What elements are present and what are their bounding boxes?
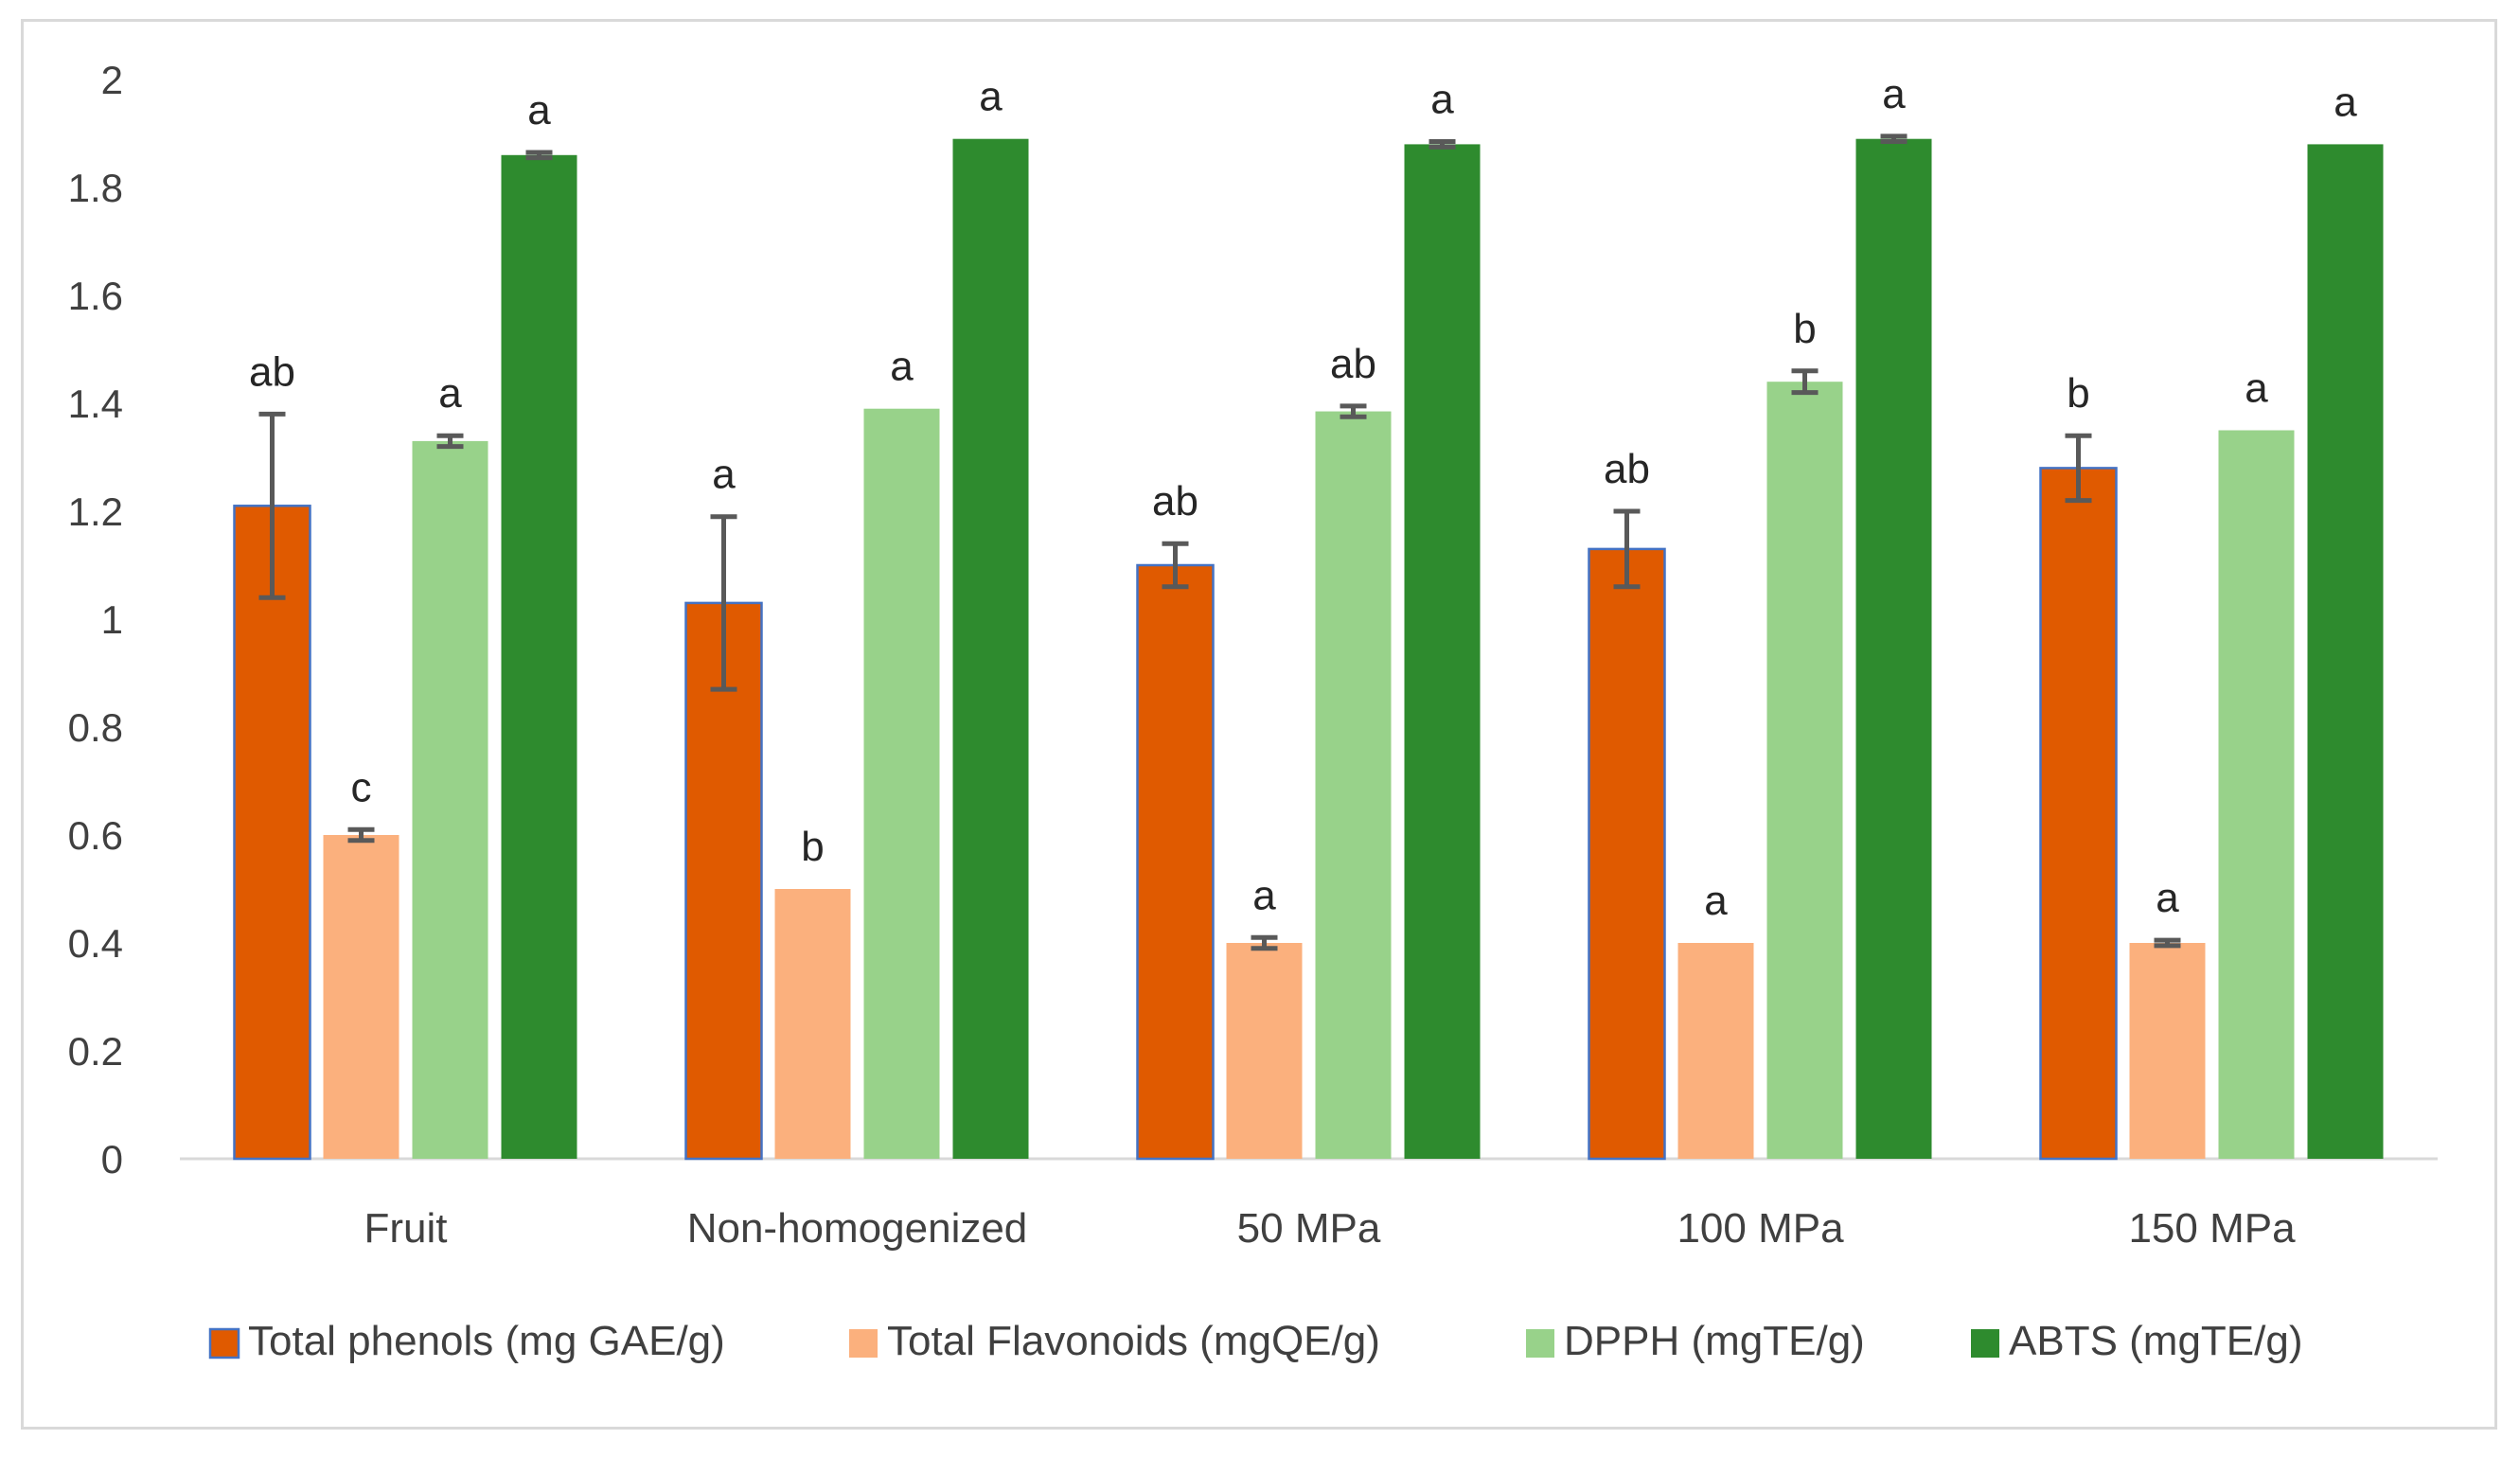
significance-label: a	[2156, 875, 2179, 921]
legend-swatch	[208, 1327, 240, 1359]
legend-swatch	[849, 1329, 878, 1358]
significance-label: a	[438, 370, 462, 417]
bar	[1404, 144, 1481, 1159]
bar	[2218, 430, 2295, 1159]
bar	[1315, 411, 1392, 1159]
significance-label: a	[890, 344, 914, 390]
significance-label: ab	[249, 348, 295, 395]
legend: Total phenols (mg GAE/g) Total Flavonoids…	[208, 1318, 2303, 1364]
bar	[1677, 943, 1754, 1159]
bar	[412, 440, 488, 1159]
y-tick-label: 0.2	[68, 1029, 123, 1074]
error-bars	[258, 133, 2181, 951]
y-axis: 0 0.2 0.4 0.6 0.8 1 1.2 1.4 1.6 1.8 2	[68, 58, 123, 1182]
bar	[684, 601, 763, 1161]
x-tick-label: Non-homogenized	[687, 1205, 1028, 1252]
significance-label: b	[2067, 370, 2089, 417]
legend-label: Total phenols (mg GAE/g)	[248, 1318, 725, 1364]
bar	[1855, 138, 1932, 1160]
y-tick-label: 0.8	[68, 705, 123, 750]
bar	[501, 154, 577, 1159]
y-tick-label: 0.4	[68, 921, 123, 966]
legend-label: ABTS (mgTE/g)	[2009, 1318, 2303, 1364]
bar	[863, 408, 940, 1159]
significance-label: ab	[1604, 446, 1650, 492]
y-tick-label: 1.6	[68, 274, 123, 318]
y-tick-label: 1.2	[68, 489, 123, 534]
significance-label: ab	[1152, 478, 1198, 524]
bar	[323, 835, 399, 1159]
bars	[233, 138, 2384, 1161]
x-tick-label: 50 MPa	[1237, 1205, 1381, 1252]
significance-label: a	[1252, 872, 1276, 918]
bar	[1588, 547, 1666, 1161]
legend-swatch	[1526, 1329, 1554, 1358]
y-tick-label: 0.6	[68, 813, 123, 858]
x-tick-label: Fruit	[364, 1205, 448, 1252]
bar	[2129, 943, 2206, 1159]
legend-swatch	[1971, 1329, 1999, 1358]
significance-label: a	[2334, 79, 2357, 125]
bar	[952, 138, 1029, 1160]
significance-label: a	[979, 74, 1003, 120]
significance-label: c	[351, 764, 372, 810]
bar	[1766, 382, 1843, 1159]
bar	[2039, 467, 2118, 1161]
y-tick-label: 2	[101, 58, 123, 102]
bar	[1226, 943, 1303, 1159]
legend-label: Total Flavonoids (mgQE/g)	[887, 1318, 1380, 1364]
bar	[1136, 563, 1215, 1161]
y-tick-label: 1.4	[68, 382, 123, 426]
y-tick-label: 1.8	[68, 166, 123, 210]
significance-label: ab	[1330, 341, 1376, 387]
legend-label: DPPH (mgTE/g)	[1564, 1318, 1865, 1364]
bar	[2307, 144, 2384, 1159]
significance-label: a	[2245, 365, 2268, 412]
x-tick-label: 100 MPa	[1677, 1205, 1844, 1252]
y-tick-label: 0	[101, 1137, 123, 1182]
significance-label: b	[1793, 306, 1816, 352]
bar	[774, 889, 851, 1159]
significance-label: a	[1882, 71, 1906, 117]
y-tick-label: 1	[101, 597, 123, 642]
significance-label: a	[527, 87, 551, 133]
significance-label: a	[712, 452, 736, 498]
significance-label: b	[801, 824, 824, 870]
significance-label: a	[1430, 77, 1454, 123]
bar	[233, 505, 311, 1161]
significance-label: a	[1704, 878, 1728, 924]
x-tick-label: 150 MPa	[2128, 1205, 2296, 1252]
